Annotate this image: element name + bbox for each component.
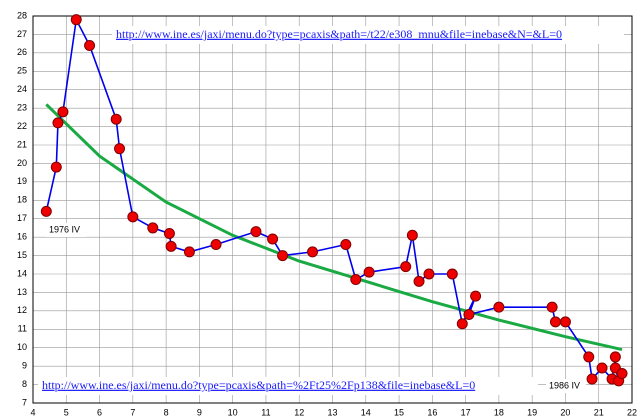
y-tick-label: 21	[17, 139, 27, 149]
point	[250, 226, 262, 238]
point	[493, 301, 505, 313]
y-tick-label: 27	[17, 29, 27, 39]
point	[559, 316, 571, 328]
point	[586, 373, 598, 385]
plot-frame	[32, 15, 633, 404]
point	[616, 368, 628, 380]
y-tick-label: 22	[17, 121, 27, 131]
x-tick-label: 13	[327, 407, 337, 417]
y-tick-label: 24	[17, 84, 27, 94]
series-line	[45, 103, 623, 352]
y-tick-label: 25	[17, 66, 27, 76]
x-tick-label: 14	[361, 407, 371, 417]
plot	[40, 14, 628, 387]
x-tick-label: 9	[197, 407, 202, 417]
point	[147, 222, 159, 234]
x-tick-label: 10	[228, 407, 238, 417]
x-tick-label: 22	[627, 407, 637, 417]
point	[183, 246, 195, 258]
y-tick-label: 11	[18, 324, 27, 334]
point	[340, 239, 352, 251]
x-tick-label: 12	[294, 407, 304, 417]
x-tick-label: 7	[130, 407, 135, 417]
point	[609, 351, 621, 363]
point	[114, 143, 126, 155]
point	[596, 362, 608, 374]
point	[446, 268, 458, 280]
point	[50, 161, 62, 173]
point	[57, 106, 69, 118]
point	[423, 268, 435, 280]
note-box	[546, 379, 586, 393]
point	[210, 239, 222, 251]
link[interactable]: http://www.ine.es/jaxi/menu.do?type=pcax…	[116, 27, 562, 41]
x-tick-label: 19	[527, 407, 537, 417]
point	[84, 39, 96, 51]
annotation: 1986 IV	[549, 380, 580, 390]
y-tick-label: 7	[22, 397, 27, 407]
point	[277, 250, 289, 262]
y-tick-label: 12	[17, 305, 27, 315]
point	[163, 227, 175, 239]
y-tick-label: 26	[17, 47, 27, 57]
y-tick-label: 19	[17, 176, 27, 186]
point	[70, 14, 82, 26]
point	[413, 275, 425, 287]
annotation: 1976 IV	[49, 224, 80, 234]
x-tick-label: 20	[560, 407, 570, 417]
y-tick-label: 16	[17, 232, 27, 242]
y-tick-label: 23	[17, 103, 27, 113]
y-tick-label: 13	[17, 287, 27, 297]
x-tick-label: 18	[494, 407, 504, 417]
point	[463, 309, 475, 321]
point	[549, 316, 561, 328]
y-tick-label: 20	[17, 158, 27, 168]
point	[165, 240, 177, 252]
link[interactable]: http://www.ine.es/jaxi/menu.do?type=pcax…	[42, 378, 475, 392]
link-box	[112, 26, 624, 44]
y-tick-label: 28	[17, 10, 27, 20]
y-tick-label: 8	[22, 379, 27, 389]
point	[350, 274, 362, 286]
link-box	[38, 377, 538, 395]
point	[127, 211, 139, 223]
point	[52, 117, 64, 129]
x-tick-label: 21	[594, 407, 604, 417]
y-tick-label: 15	[17, 250, 27, 260]
y-tick-label: 14	[17, 268, 27, 278]
grid	[32, 15, 633, 404]
x-tick-label: 15	[394, 407, 404, 417]
point	[546, 301, 558, 313]
note-box	[46, 223, 86, 237]
x-tick-label: 6	[97, 407, 102, 417]
point	[40, 205, 52, 217]
point	[363, 266, 375, 278]
x-tick-label: 4	[30, 407, 35, 417]
y-tick-label: 17	[17, 213, 27, 223]
y-tick-label: 18	[17, 195, 27, 205]
point	[307, 246, 319, 258]
point	[400, 261, 412, 273]
point	[470, 290, 482, 302]
x-tick-label: 11	[261, 407, 270, 417]
y-tick-label: 9	[22, 361, 27, 371]
x-tick-label: 8	[164, 407, 169, 417]
x-tick-label: 16	[427, 407, 437, 417]
point	[267, 233, 279, 245]
point	[110, 113, 122, 125]
x-tick-label: 5	[64, 407, 69, 417]
point	[456, 318, 468, 330]
y-tick-label: 10	[17, 342, 27, 352]
point	[406, 229, 418, 241]
x-tick-label: 17	[461, 407, 471, 417]
point	[583, 351, 595, 363]
